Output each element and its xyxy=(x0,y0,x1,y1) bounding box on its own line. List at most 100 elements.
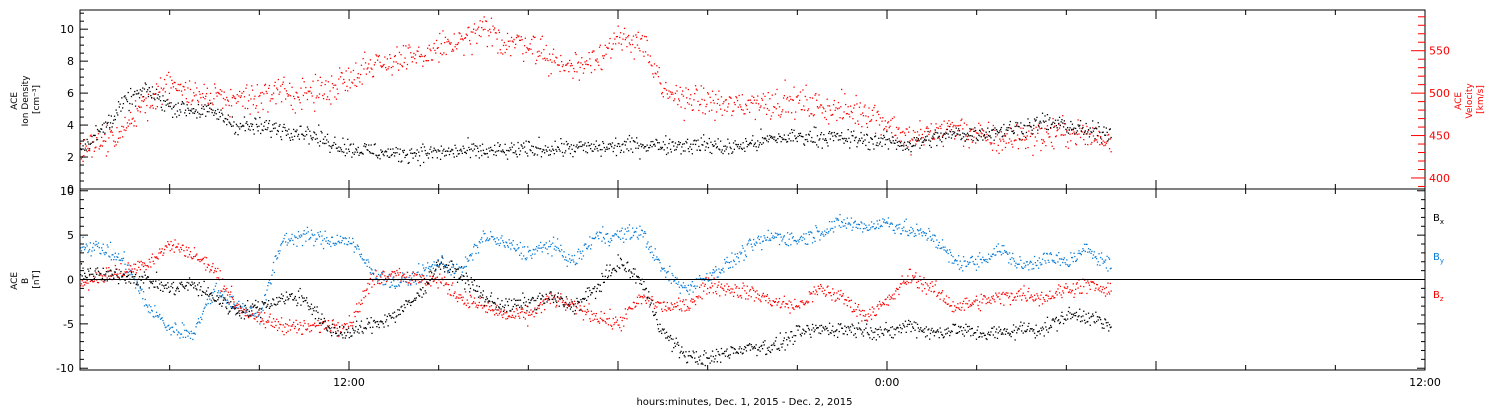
by-point xyxy=(778,243,781,246)
density-point xyxy=(747,143,749,146)
velocity-point xyxy=(1033,127,1035,130)
velocity-point xyxy=(517,36,519,38)
velocity-point xyxy=(991,149,994,151)
by-point xyxy=(902,230,904,232)
bz-point xyxy=(314,326,317,328)
velocity-point xyxy=(589,58,591,60)
velocity-point xyxy=(218,93,221,95)
by-point xyxy=(738,261,740,263)
by-point xyxy=(322,239,324,242)
bz-point xyxy=(928,289,930,291)
velocity-point xyxy=(275,103,277,105)
bz-point xyxy=(493,309,495,311)
density-point xyxy=(475,155,477,157)
velocity-point xyxy=(196,87,198,89)
velocity-point xyxy=(706,103,708,105)
by-point xyxy=(475,252,477,255)
velocity-point xyxy=(122,136,124,138)
bz-point xyxy=(92,281,94,283)
density-point xyxy=(610,144,612,146)
bz-point xyxy=(858,309,861,311)
velocity-point xyxy=(473,23,476,25)
density-point xyxy=(1040,122,1042,124)
by-point xyxy=(703,278,705,280)
bz-point xyxy=(564,302,566,304)
by-point xyxy=(159,313,161,316)
by-point xyxy=(468,259,470,261)
by-point xyxy=(306,226,309,229)
by-point xyxy=(177,331,179,333)
bz-point xyxy=(756,290,758,292)
bz-point xyxy=(664,309,666,311)
density-point xyxy=(715,147,718,149)
bz-point xyxy=(363,297,365,299)
density-point xyxy=(192,112,194,114)
by-point xyxy=(297,231,300,233)
by-point xyxy=(939,247,941,250)
density-point xyxy=(490,146,492,149)
bz-point xyxy=(298,328,300,330)
velocity-point xyxy=(897,128,899,130)
velocity-point xyxy=(304,92,306,94)
bz-point xyxy=(191,258,193,260)
bz-point xyxy=(301,333,304,335)
density-point xyxy=(828,131,831,133)
density-point xyxy=(158,98,160,100)
density-point xyxy=(603,146,605,149)
by-point xyxy=(995,245,998,248)
bz-point xyxy=(626,318,628,320)
density-point xyxy=(272,124,274,126)
velocity-point xyxy=(789,95,791,98)
by-point xyxy=(1109,268,1111,270)
bz-point xyxy=(686,309,688,311)
by-point xyxy=(938,241,940,244)
density-point xyxy=(492,150,494,152)
by-point xyxy=(482,230,484,232)
density-point xyxy=(853,139,856,142)
velocity-point xyxy=(767,92,769,94)
by-point xyxy=(407,284,409,286)
bz-point xyxy=(481,304,483,306)
by-point xyxy=(429,268,431,271)
bz-point xyxy=(874,314,876,316)
by-point xyxy=(523,246,526,248)
by-point xyxy=(633,231,635,234)
bz-point xyxy=(815,289,817,291)
velocity-point xyxy=(683,119,685,122)
bz-point xyxy=(634,306,636,308)
by-point xyxy=(117,253,120,255)
bz-point xyxy=(740,297,743,299)
density-point xyxy=(425,153,427,155)
density-point xyxy=(874,135,877,137)
by-point xyxy=(276,257,279,259)
density-point xyxy=(316,137,318,140)
velocity-point xyxy=(805,84,807,86)
by-point xyxy=(1016,267,1018,269)
density-point xyxy=(698,145,700,148)
density-point xyxy=(474,145,476,147)
by-point xyxy=(269,282,271,284)
density-point xyxy=(127,91,129,94)
bz-point xyxy=(201,259,203,262)
density-point xyxy=(951,134,953,136)
density-point xyxy=(469,156,472,159)
bz-point xyxy=(828,292,830,294)
density-point xyxy=(160,106,162,108)
bz-point xyxy=(578,309,580,312)
density-point xyxy=(117,101,120,103)
velocity-point xyxy=(733,101,735,104)
velocity-point xyxy=(573,67,575,70)
velocity-point xyxy=(665,81,667,84)
bz-point xyxy=(356,311,359,313)
density-point xyxy=(214,112,216,114)
velocity-point xyxy=(209,99,211,101)
by-point xyxy=(289,239,292,242)
velocity-point xyxy=(112,134,114,136)
bz-point xyxy=(774,301,777,303)
density-point xyxy=(130,95,133,98)
density-point xyxy=(713,145,715,147)
velocity-point xyxy=(605,53,607,55)
by-point xyxy=(968,262,970,264)
by-point xyxy=(99,252,101,254)
velocity-point xyxy=(280,85,282,87)
